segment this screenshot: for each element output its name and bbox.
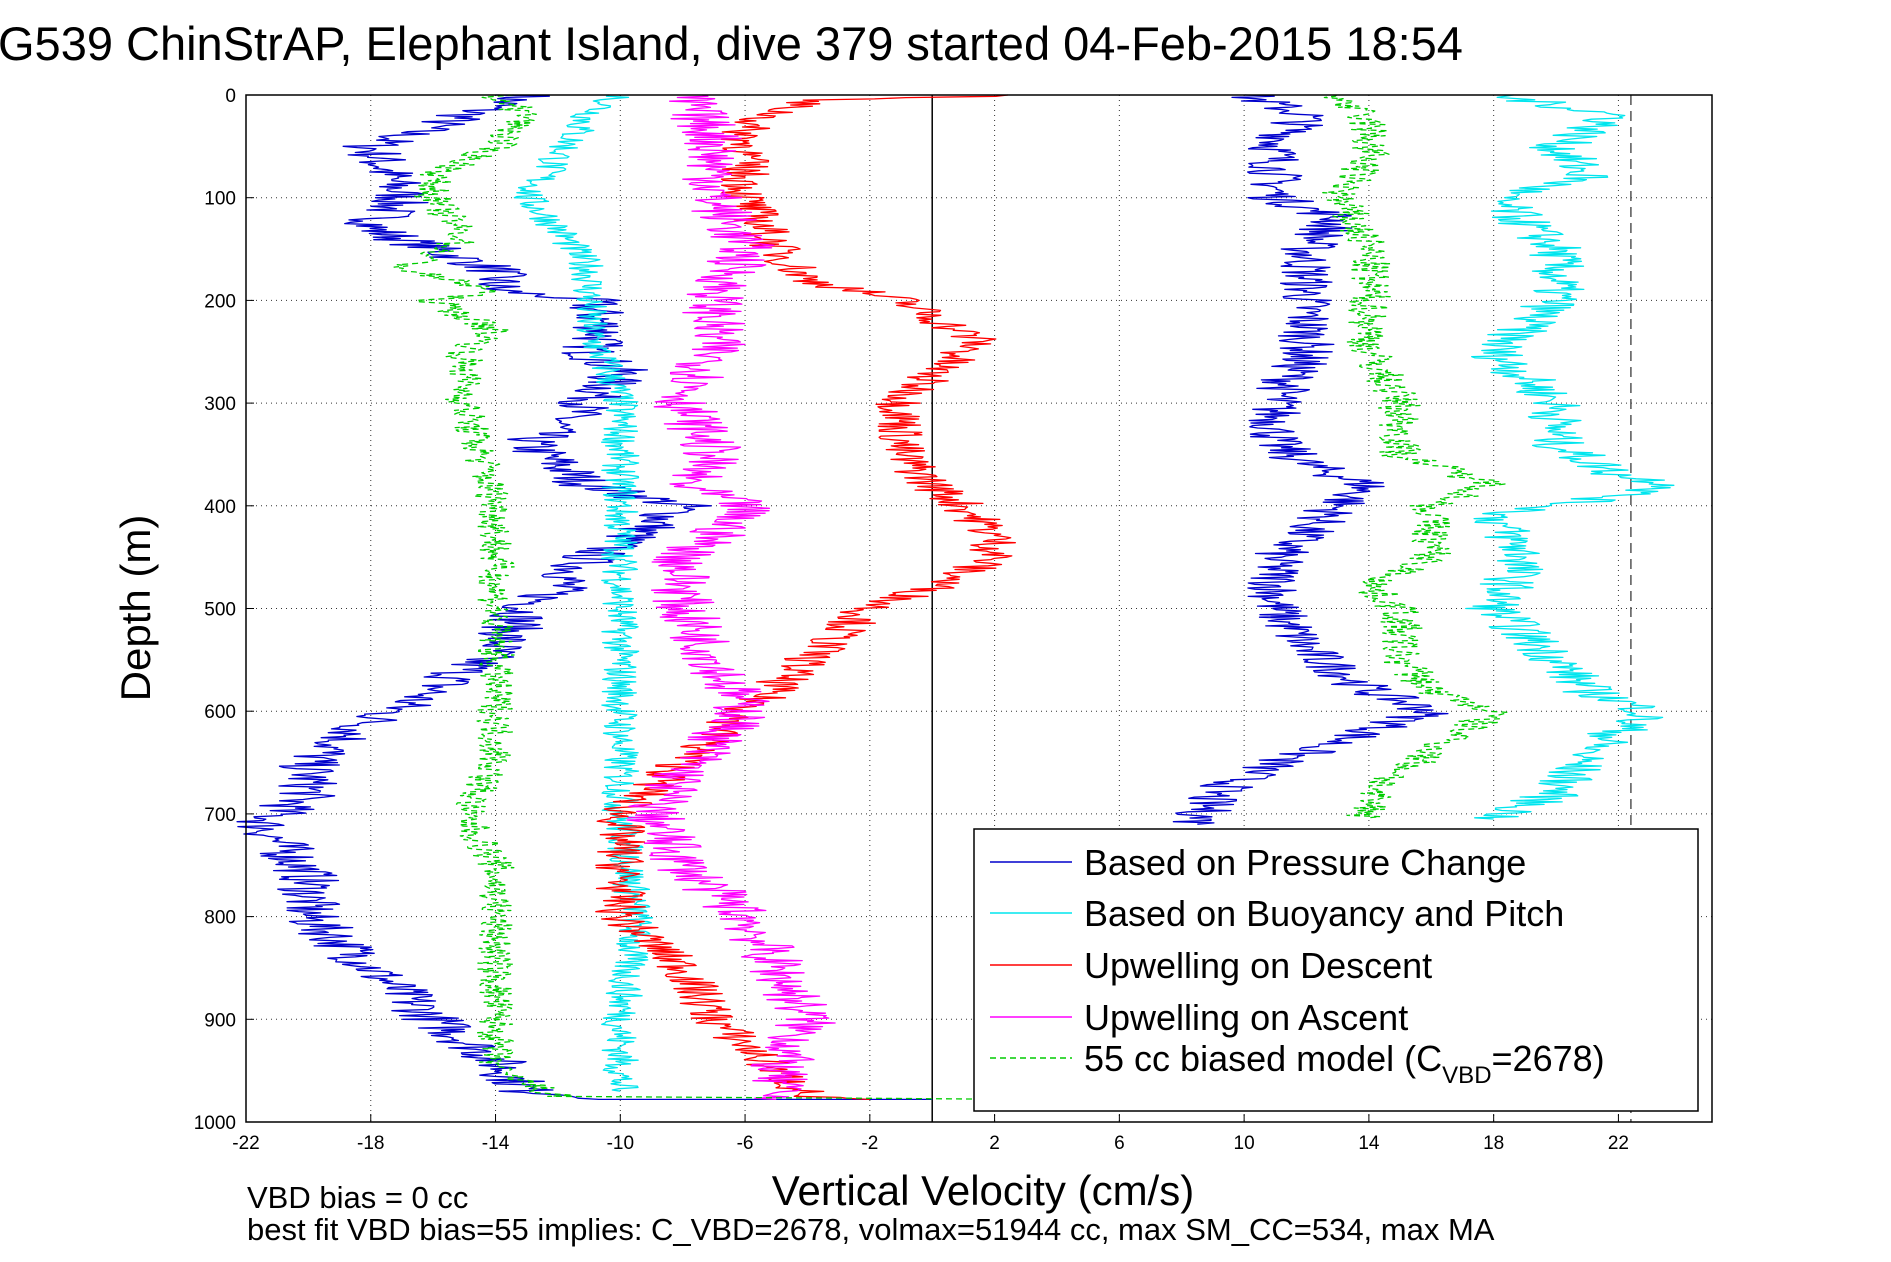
y-tick-label: 1000: [194, 1113, 236, 1134]
y-tick-label: 200: [204, 291, 236, 312]
series-line-0: [236, 94, 933, 1101]
legend-label: Based on Pressure Change: [1084, 842, 1526, 883]
x-tick-label: 22: [1608, 1133, 1629, 1154]
legend-box: [973, 828, 1699, 1112]
legend-label: Upwelling on Descent: [1084, 945, 1432, 986]
series-line-1: [1172, 94, 1449, 825]
y-tick-label: 700: [204, 805, 236, 826]
chart-title: G539 ChinStrAP, Elephant Island, dive 37…: [0, 17, 1463, 70]
series-line-6: [393, 94, 1026, 1101]
x-tick-label: 6: [1114, 1133, 1125, 1154]
legend: Based on Pressure Change Based on Buoyanc…: [973, 828, 1699, 1112]
x-tick-label: -14: [482, 1133, 510, 1154]
y-tick-label: 800: [204, 908, 236, 929]
footer-line-1: VBD bias = 0 cc: [247, 1180, 468, 1215]
tick-layer: -22 -18 -14 -10 -6 -2 2 6 10 14 18 2201002003004005…: [194, 86, 1629, 1154]
series-layer: [236, 94, 1675, 1101]
y-tick-label: 0: [225, 86, 236, 107]
y-tick-label: 400: [204, 497, 236, 518]
series-line-5: [626, 94, 836, 1101]
footer-line-2: best fit VBD bias=55 implies: C_VBD=2678…: [247, 1212, 1495, 1247]
x-tick-label: 18: [1483, 1133, 1504, 1154]
x-tick-label: -18: [357, 1133, 384, 1154]
x-tick-label: 2: [989, 1133, 1000, 1154]
y-tick-label: 600: [204, 702, 236, 723]
x-axis-label: Vertical Velocity (cm/s): [772, 1167, 1194, 1214]
y-tick-label: 100: [204, 189, 236, 210]
x-tick-label: -6: [737, 1133, 754, 1154]
y-axis-label: Depth (m): [112, 515, 159, 702]
series-line-3: [1465, 94, 1675, 820]
legend-label: Based on Buoyancy and Pitch: [1084, 893, 1564, 934]
x-tick-label: 14: [1358, 1133, 1380, 1154]
x-tick-label: -2: [861, 1133, 878, 1154]
series-line-4: [595, 94, 1016, 1101]
x-tick-label: -10: [607, 1133, 634, 1154]
y-tick-label: 500: [204, 600, 236, 621]
y-tick-label: 900: [204, 1010, 236, 1031]
x-tick-label: 10: [1234, 1133, 1255, 1154]
series-line-2: [513, 94, 654, 1092]
x-tick-label: -22: [232, 1133, 259, 1154]
legend-label: Upwelling on Ascent: [1084, 997, 1408, 1038]
y-tick-label: 300: [204, 394, 236, 415]
series-line-7: [1322, 94, 1509, 820]
